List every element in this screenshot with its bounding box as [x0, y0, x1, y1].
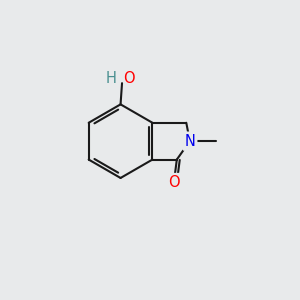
Text: N: N [184, 134, 195, 149]
Text: O: O [123, 71, 134, 86]
Text: H: H [105, 71, 116, 86]
Text: O: O [168, 175, 180, 190]
